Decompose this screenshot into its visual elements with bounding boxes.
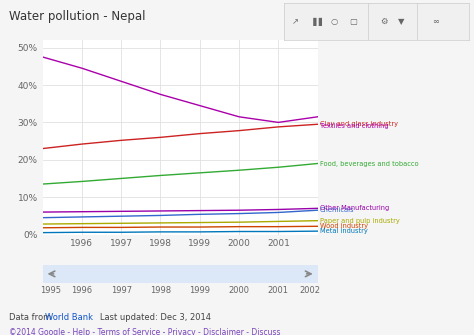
Text: Textiles and clothing: Textiles and clothing [320, 123, 389, 129]
Text: 2002: 2002 [299, 286, 320, 295]
Text: Water pollution - Nepal: Water pollution - Nepal [9, 10, 146, 23]
Text: Clay and glass industry: Clay and glass industry [320, 121, 398, 127]
Text: ○: ○ [331, 17, 338, 26]
Text: ▼: ▼ [398, 17, 404, 26]
Text: Last updated: Dec 3, 2014: Last updated: Dec 3, 2014 [92, 313, 211, 322]
Text: 1995: 1995 [40, 286, 61, 295]
Text: 1996: 1996 [72, 286, 92, 295]
Text: Food, beverages and tobacco: Food, beverages and tobacco [320, 160, 419, 166]
Text: World Bank: World Bank [45, 313, 93, 322]
Text: 1999: 1999 [189, 286, 210, 295]
Text: Other Manufacturing: Other Manufacturing [320, 205, 389, 211]
Text: 1998: 1998 [150, 286, 171, 295]
Text: 1997: 1997 [110, 286, 132, 295]
Text: 2001: 2001 [268, 286, 289, 295]
Text: ▢: ▢ [349, 17, 357, 26]
Text: ⚙: ⚙ [381, 17, 388, 26]
Text: ▐▐: ▐▐ [310, 17, 322, 26]
Text: Paper and pulp industry: Paper and pulp industry [320, 218, 400, 224]
Text: Wood industry: Wood industry [320, 223, 368, 229]
Text: ©2014 Google - Help - Terms of Service - Privacy - Disclaimer - Discuss: ©2014 Google - Help - Terms of Service -… [9, 328, 281, 335]
Text: Metal industry: Metal industry [320, 228, 368, 234]
Text: Chemicals: Chemicals [320, 207, 355, 213]
Text: ↗: ↗ [292, 17, 299, 26]
Text: Data from: Data from [9, 313, 55, 322]
Text: 2000: 2000 [228, 286, 249, 295]
Text: ∞: ∞ [432, 17, 439, 26]
